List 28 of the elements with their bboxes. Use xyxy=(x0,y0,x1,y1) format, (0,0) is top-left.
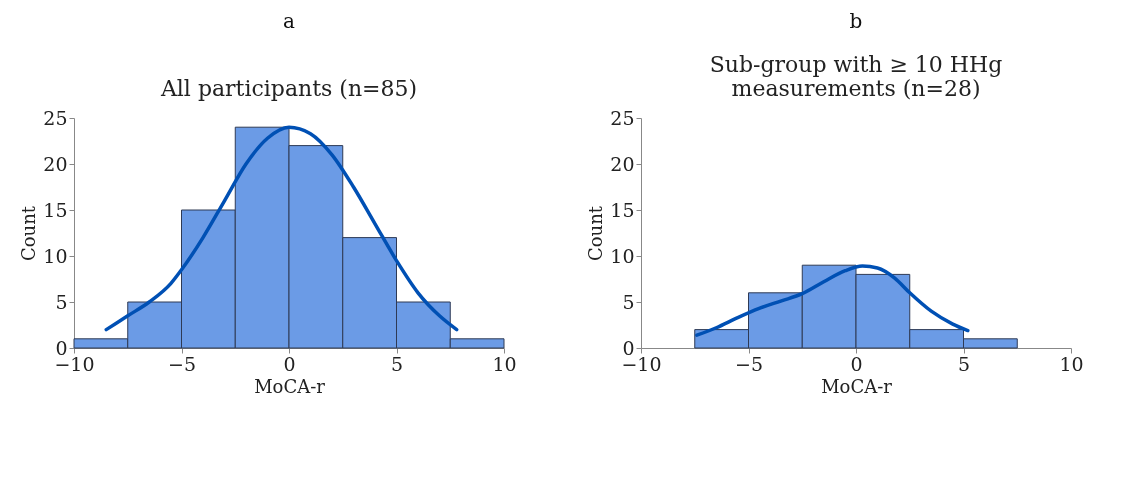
y-tick-label: 25 xyxy=(610,106,635,129)
chart-title: Sub-group with ≥ 10 HHg measurements (n=28) xyxy=(709,52,1003,101)
x-tick-label: −5 xyxy=(734,352,764,375)
x-tick-label: 10 xyxy=(492,352,517,375)
y-axis-title: Count xyxy=(18,205,40,262)
y-tick-label: 5 xyxy=(55,290,68,313)
x-axis-title: MoCA-r xyxy=(821,375,893,397)
y-tick-label: 10 xyxy=(43,244,68,267)
x-tick-label: 0 xyxy=(283,352,296,375)
x-tick-label: 5 xyxy=(390,352,404,375)
y-axis-title: Count xyxy=(585,205,607,262)
y-tick-label: 25 xyxy=(43,106,68,129)
x-tick-label: −5 xyxy=(167,352,197,375)
x-tick-label: 10 xyxy=(1059,352,1084,375)
y-tick-label: 20 xyxy=(610,152,635,175)
line-series xyxy=(104,125,459,332)
chart-title: All participants (n=85) xyxy=(159,76,418,101)
y-tick-label: 10 xyxy=(610,244,635,267)
x-tick-label: 0 xyxy=(850,352,863,375)
line-series xyxy=(695,264,970,337)
text: a xyxy=(283,9,296,33)
y-tick-label: 20 xyxy=(43,152,68,175)
text: b xyxy=(849,9,863,33)
x-axis-title: MoCA-r xyxy=(254,375,326,397)
y-tick-label: 15 xyxy=(610,198,635,221)
y-tick-label: 15 xyxy=(43,198,68,221)
y-tick-label: 5 xyxy=(622,290,635,313)
x-tick-label: 5 xyxy=(957,352,971,375)
